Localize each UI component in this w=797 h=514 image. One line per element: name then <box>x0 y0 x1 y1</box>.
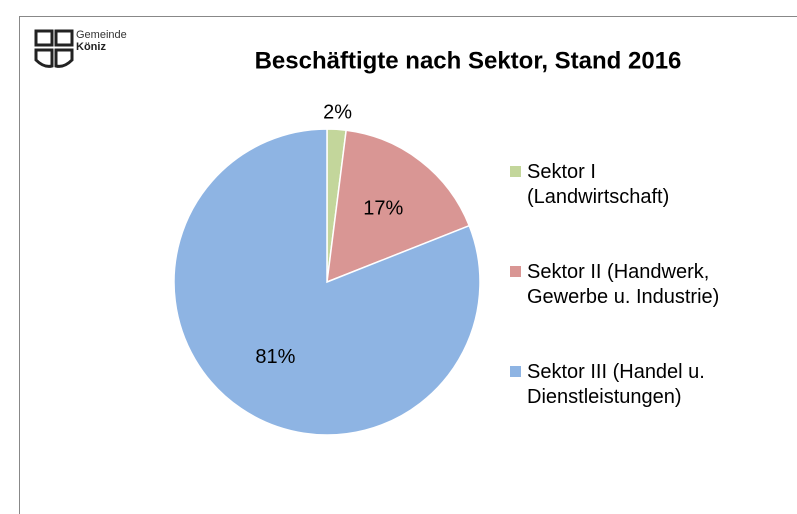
legend-item: Sektor II (Handwerk, Gewerbe u. Industri… <box>510 260 735 310</box>
legend-label: Sektor III (Handel u. Dienstleistungen) <box>527 361 705 408</box>
data-label: 17% <box>363 198 403 220</box>
logo-text: Gemeinde <box>76 29 127 41</box>
legend-swatch <box>510 166 521 177</box>
legend-swatch <box>510 266 521 277</box>
legend-label: Sektor II (Handwerk, Gewerbe u. Industri… <box>527 261 720 308</box>
pie-slice <box>173 128 481 436</box>
chart-title: Beschäftigte nach Sektor, Stand 2016 <box>255 47 682 74</box>
legend-item: Sektor I (Landwirtschaft) <box>510 160 735 210</box>
legend-swatch <box>510 366 521 377</box>
data-label: 2% <box>323 102 352 124</box>
logo <box>34 29 74 68</box>
data-label: 81% <box>255 346 295 368</box>
legend-label: Sektor I (Landwirtschaft) <box>527 161 670 208</box>
pie-slice <box>326 129 471 284</box>
legend-item: Sektor III (Handel u. Dienstleistungen) <box>510 360 735 410</box>
logo-text: Köniz <box>76 41 106 53</box>
